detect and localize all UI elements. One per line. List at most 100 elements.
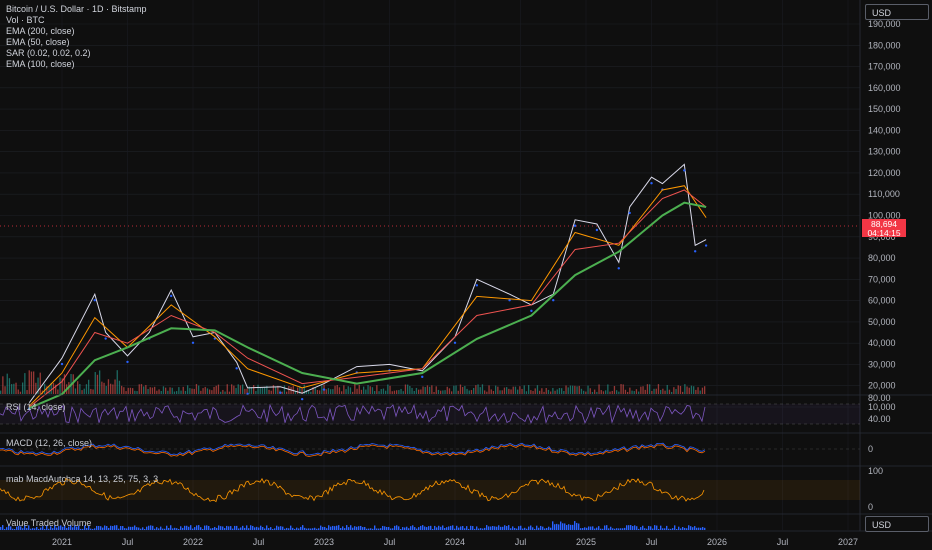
volume-bar <box>466 388 468 394</box>
vtv-bar <box>628 525 630 530</box>
vtv-bar <box>392 528 394 530</box>
vtv-bar <box>20 526 22 530</box>
volume-bar <box>391 391 393 394</box>
vtv-bar <box>182 527 184 530</box>
vtv-bar <box>224 528 226 530</box>
volume-bar <box>508 388 510 394</box>
time-tick-label: Jul <box>122 537 134 547</box>
vtv-bar <box>650 526 652 530</box>
vtv-pane-label[interactable]: Value Traded Volume <box>6 518 92 528</box>
currency-button-bottom[interactable]: USD <box>865 516 929 532</box>
vtv-bar <box>548 526 550 530</box>
vtv-bar <box>534 528 536 530</box>
volume-bar <box>191 388 193 394</box>
grid <box>0 0 860 530</box>
vtv-bar <box>166 525 168 530</box>
time-tick-label: 2026 <box>707 537 727 547</box>
legend-sar[interactable]: SAR (0.02, 0.02, 0.2) <box>6 48 91 58</box>
volume-bar <box>495 385 497 394</box>
volume-bar <box>325 389 327 394</box>
vtv-bar <box>116 525 118 530</box>
volume-bar <box>422 386 424 394</box>
rsi-pane-label[interactable]: RSI (14, close) <box>6 402 66 412</box>
volume-bar <box>204 386 206 394</box>
vtv-bar <box>356 526 358 530</box>
legend-ema100[interactable]: EMA (100, close) <box>6 59 75 69</box>
vtv-bar <box>0 526 2 530</box>
volume-bar <box>160 391 162 394</box>
currency-button-top[interactable]: USD <box>865 4 929 20</box>
vtv-bar <box>470 525 472 530</box>
volume-bar <box>107 379 110 394</box>
macd-line <box>0 442 706 456</box>
vtv-bar <box>26 528 28 530</box>
sar-dot <box>595 228 599 232</box>
vtv-bar <box>556 523 558 530</box>
vtv-bar <box>60 525 62 530</box>
volume-bar <box>26 390 28 394</box>
vtv-bar <box>694 526 696 530</box>
vtv-bar <box>624 527 626 530</box>
vtv-bar <box>424 526 426 530</box>
volume-bar <box>666 384 668 394</box>
volume-bar <box>444 390 446 394</box>
volume-bar <box>125 391 127 394</box>
volume-bar <box>569 385 572 394</box>
vtv-bar <box>488 526 490 530</box>
volume-bar <box>237 384 239 394</box>
vtv-bar <box>590 526 592 530</box>
sar-dot <box>104 337 107 340</box>
volume-bar <box>662 388 664 394</box>
volume-bar <box>15 382 17 394</box>
volume-bar <box>594 389 596 394</box>
volume-bar <box>576 386 578 394</box>
price-axis[interactable]: 10,000 20,000 30,000 40,000 50,000 60,000 70,0… <box>868 19 901 412</box>
mab-pane-label[interactable]: mab MacdAutchca 14, 13, 25, 75, 3, 3 <box>6 474 159 484</box>
volume-bar <box>616 390 618 394</box>
legend-vol[interactable]: Vol · BTC <box>6 15 45 25</box>
vtv-bar <box>206 525 208 530</box>
volume-bar <box>259 387 261 394</box>
volume-bar <box>347 386 349 394</box>
vtv-bar <box>80 528 82 530</box>
vtv-bar <box>674 525 676 530</box>
volume-bar <box>96 374 99 394</box>
vtv-bar <box>316 528 318 530</box>
vtv-bar <box>662 528 664 530</box>
time-tick-label: Jul <box>646 537 658 547</box>
volume-bar <box>314 388 316 394</box>
vtv-bar <box>150 525 152 530</box>
volume-bar <box>367 385 369 394</box>
vtv-bar <box>320 525 322 530</box>
volume-bar <box>74 388 77 394</box>
volume-bar <box>321 385 323 394</box>
legend-ema200[interactable]: EMA (200, close) <box>6 26 75 36</box>
macd-pane-label[interactable]: MACD (12, 26, close) <box>6 438 93 448</box>
price-tick-label: 110,000 <box>868 189 900 199</box>
volume-bar <box>704 386 706 394</box>
price-tick-label: 20,000 <box>868 381 896 391</box>
time-axis[interactable]: 2021 Jul 2022 Jul 2023 Jul 2024 Jul 2025 Jul 2026 J… <box>52 537 858 547</box>
vtv-bar <box>306 528 308 530</box>
volume-bar <box>39 372 41 394</box>
rsi-line <box>0 403 706 424</box>
vtv-bar <box>8 525 10 530</box>
vtv-bar <box>156 527 158 530</box>
volume-bar <box>330 389 332 394</box>
vtv-bar <box>372 528 374 530</box>
volume-bar <box>220 391 222 394</box>
vtv-bar <box>498 525 500 530</box>
volume-bar <box>607 384 609 394</box>
volume-bar <box>253 385 255 394</box>
vtv-bar <box>466 526 468 530</box>
vtv-bar <box>190 525 192 530</box>
symbol-title[interactable]: Bitcoin / U.S. Dollar · 1D · Bitstamp <box>6 4 147 14</box>
time-tick-label: 2021 <box>52 537 72 547</box>
vtv-bar <box>544 528 546 530</box>
vtv-bar <box>108 527 110 530</box>
volume-bar <box>288 385 290 394</box>
vtv-bar <box>352 527 354 530</box>
volume-bar <box>167 390 169 394</box>
legend-ema50[interactable]: EMA (50, close) <box>6 37 70 47</box>
